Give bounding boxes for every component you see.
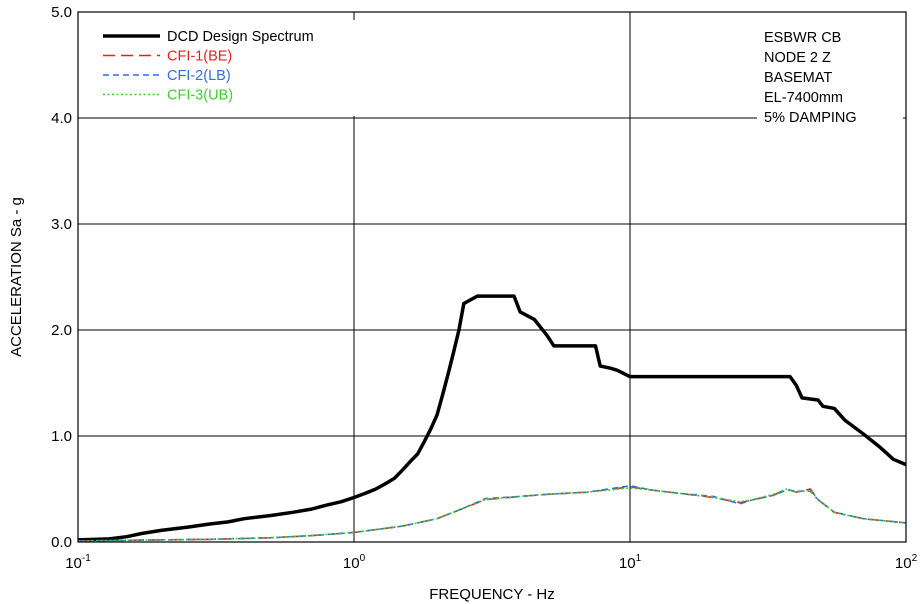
series-line-3 (77, 487, 907, 542)
grid-lines (78, 12, 906, 542)
x-tick-label: 10-1 (65, 553, 91, 572)
annotation-line-4: 5% DAMPING (764, 110, 857, 126)
annotation-block: ESBWR CB NODE 2 Z BASEMAT EL-7400mm 5% DAMPI… (764, 30, 857, 126)
series-layer (77, 294, 907, 542)
y-tick-label: 2.0 (51, 322, 72, 339)
annotation-line-2: BASEMAT (764, 70, 832, 86)
y-tick-label: 0.0 (51, 534, 72, 551)
y-tick-label: 1.0 (51, 428, 72, 445)
x-tick-label: 102 (895, 553, 918, 572)
plot-frame (77, 11, 907, 543)
legend: DCD Design Spectrum CFI-1(BE) CFI-2(LB) CFI… (103, 29, 314, 104)
legend-label-2: CFI-2(LB) (167, 68, 231, 84)
annotation-line-0: ESBWR CB (764, 30, 841, 46)
x-tick-label: 101 (619, 553, 642, 572)
x-tick-label: 100 (343, 553, 366, 572)
legend-label-3: CFI-3(UB) (167, 88, 233, 104)
legend-label-0: DCD Design Spectrum (167, 29, 314, 45)
annotation-line-3: EL-7400mm (764, 90, 843, 106)
series-line-0 (77, 294, 907, 542)
y-axis-label: ACCELERATION Sa - g (8, 197, 25, 357)
y-tick-label: 4.0 (51, 110, 72, 127)
y-tick-label: 5.0 (51, 4, 72, 21)
x-axis-label: FREQUENCY - Hz (429, 586, 555, 603)
annotation-line-1: NODE 2 Z (764, 50, 831, 66)
annotation-background (757, 22, 903, 134)
y-tick-label: 3.0 (51, 216, 72, 233)
legend-label-1: CFI-1(BE) (167, 49, 232, 65)
axis-ticks: 0.0 1.0 2.0 3.0 4.0 5.0 10-1 100 101 102 (51, 4, 917, 572)
